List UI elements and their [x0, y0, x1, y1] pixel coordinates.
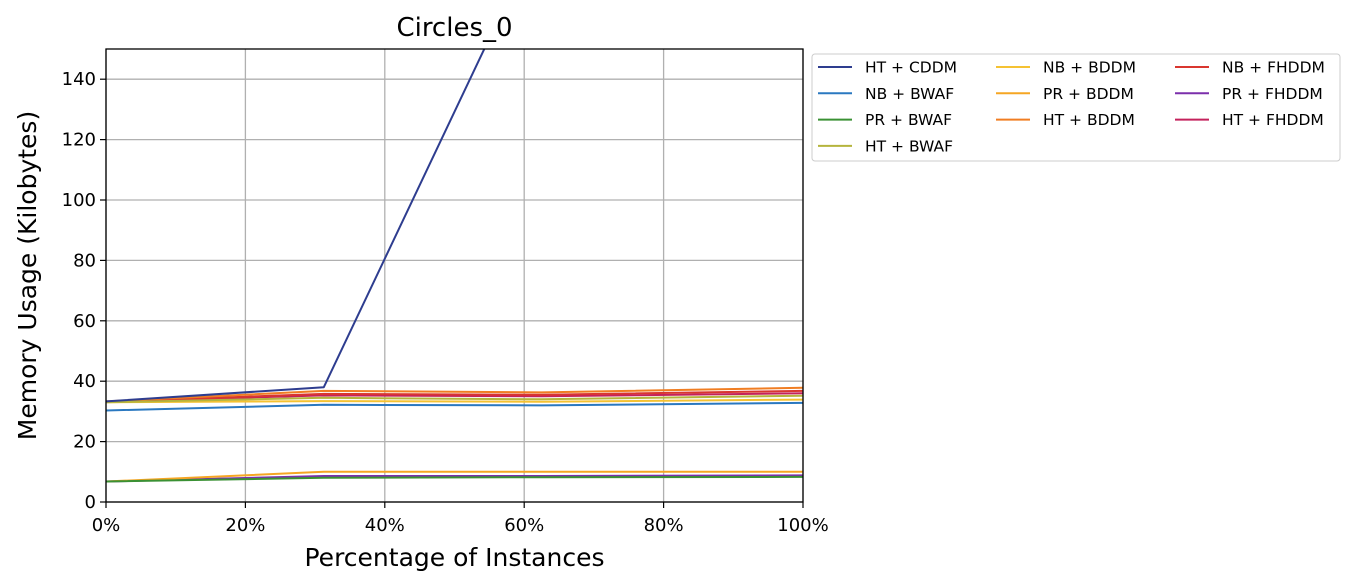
y-tick-label: 80 [73, 250, 96, 271]
y-tick-label: 100 [62, 190, 96, 211]
plot-frame [105, 48, 804, 503]
legend: HT + CDDM NB + BWAF PR + BWAF HT + BWAF NB +… [811, 53, 1341, 162]
series-line [106, 389, 803, 403]
y-tick-label: 60 [73, 311, 96, 332]
series-line [106, 386, 803, 403]
series-line [106, 470, 803, 483]
legend-label: PR + BDDM [1043, 85, 1134, 103]
x-tick-label: 60% [504, 515, 544, 536]
legend-label: HT + CDDM [865, 59, 957, 77]
series-line [106, 401, 803, 412]
legend-label: HT + BWAF [865, 137, 953, 155]
x-tick-label: 100% [777, 515, 828, 536]
series-lines [106, 49, 803, 483]
x-axis-title: Percentage of Instances [305, 543, 605, 572]
legend-label: PR + BWAF [865, 111, 952, 129]
legend-label: NB + BWAF [865, 85, 954, 103]
legend-box [811, 53, 1341, 162]
legend-label: HT + BDDM [1043, 111, 1135, 129]
x-tick-label: 80% [644, 515, 684, 536]
chart-title: Circles_0 [396, 13, 512, 43]
series-line [106, 394, 803, 404]
x-tick-label: 40% [365, 515, 405, 536]
y-tick-label: 40 [73, 371, 96, 392]
legend-label: PR + FHDDM [1222, 85, 1323, 103]
y-tick-label: 20 [73, 432, 96, 453]
x-tick-label: 0% [92, 515, 121, 536]
grid [105, 49, 804, 503]
y-tick-label: 120 [62, 130, 96, 151]
legend-label: NB + BDDM [1043, 59, 1136, 77]
y-tick-label: 0 [85, 492, 96, 513]
y-axis-title: Memory Usage (Kilobytes) [13, 111, 42, 440]
y-tick-label: 140 [62, 69, 96, 90]
x-tick-label: 20% [225, 515, 265, 536]
series-line [106, 475, 803, 483]
legend-label: NB + FHDDM [1222, 59, 1325, 77]
series-line [106, 398, 803, 404]
legend-label: HT + FHDDM [1222, 111, 1324, 129]
axis-ticks: 0% 20% 40% 60% 80% 100% 0 20 40 60 80 100 120 140 [62, 69, 829, 536]
series-line [106, 49, 486, 403]
